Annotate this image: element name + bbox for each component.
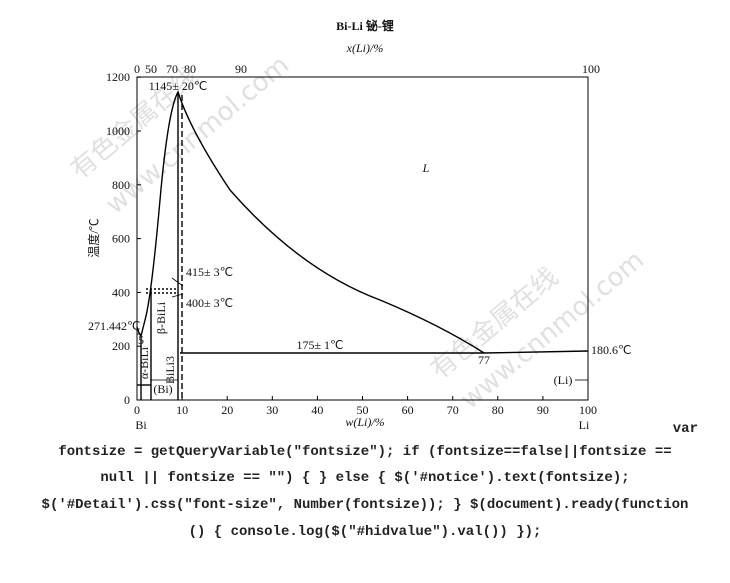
x-tick-label: 30 xyxy=(266,403,278,417)
code-line: var xyxy=(673,421,698,437)
y-tick-label: 600 xyxy=(112,232,130,246)
figure xyxy=(63,0,668,430)
x-tick-label: 20 xyxy=(221,403,233,417)
liquidus xyxy=(136,90,485,354)
annotation: 415± 3℃ xyxy=(186,265,233,279)
annotation: L xyxy=(422,161,430,175)
x-tick-label: 80 xyxy=(492,403,504,417)
annotation: α-BiLi xyxy=(137,346,151,379)
code-line: $('#Detail').css("font-size", Number(fon… xyxy=(42,497,689,513)
annotation: 175± 1℃ xyxy=(296,338,343,352)
code-line: fontsize = getQueryVariable("fontsize");… xyxy=(58,444,671,460)
annotation: 400± 3℃ xyxy=(186,296,233,310)
code-line: () { console.log($("#hidvalue").val()) }… xyxy=(189,524,542,540)
phase-lines xyxy=(136,90,589,400)
x-tick-label: 70 xyxy=(447,403,459,417)
y-tick-label: 1000 xyxy=(106,124,130,138)
top-tick-label: 90 xyxy=(235,62,247,76)
labels: Bi-Li 铋-锂x(Li)/%w(Li)/%温度/℃0200400600800… xyxy=(86,18,631,432)
x-tick-label: 10 xyxy=(176,403,188,417)
x-tick-label: 50 xyxy=(357,403,369,417)
annotation: β-BiLi xyxy=(154,301,168,334)
code-line: null || fontsize == "") { } else { $('#n… xyxy=(100,470,629,486)
x-tick-label: 40 xyxy=(311,403,323,417)
leader xyxy=(171,293,184,298)
y-axis-label: 温度/℃ xyxy=(86,218,101,257)
y-tick-label: 800 xyxy=(112,178,130,192)
annotation: 180.6℃ xyxy=(591,343,631,357)
annotation: 271.442℃ xyxy=(88,319,140,333)
x-tick-label: 100 xyxy=(579,403,597,417)
top-tick-label: 100 xyxy=(582,62,600,76)
bottom-axis-label: w(Li)/% xyxy=(345,415,384,429)
annotation: (Bi) xyxy=(153,382,172,396)
li-line xyxy=(483,350,589,354)
top-axis-label: x(Li)/% xyxy=(346,41,384,55)
x-tick-label: 90 xyxy=(537,403,549,417)
title: Bi-Li 铋-锂 xyxy=(336,18,394,33)
y-tick-label: 200 xyxy=(112,339,130,353)
annotation: (Li) xyxy=(554,373,573,387)
top-tick-label: 70 xyxy=(166,62,178,76)
y-tick-label: 0 xyxy=(124,393,130,407)
annotation: BiLi3 xyxy=(163,356,177,384)
annotation: 77 xyxy=(478,353,490,367)
x-tick-label: 0 xyxy=(134,403,140,417)
y-tick-label: 1200 xyxy=(106,70,130,84)
end-label: Li xyxy=(579,418,590,432)
top-tick-label: 80 xyxy=(184,62,196,76)
annotation: 5 xyxy=(138,333,144,347)
x-tick-label: 60 xyxy=(402,403,414,417)
annotation: 1145± 20℃ xyxy=(149,79,208,93)
y-tick-label: 400 xyxy=(112,285,130,299)
end-label: Bi xyxy=(135,418,147,432)
top-tick-label: 50 xyxy=(145,62,157,76)
leader xyxy=(171,277,184,287)
top-tick-label: 0 xyxy=(134,62,140,76)
